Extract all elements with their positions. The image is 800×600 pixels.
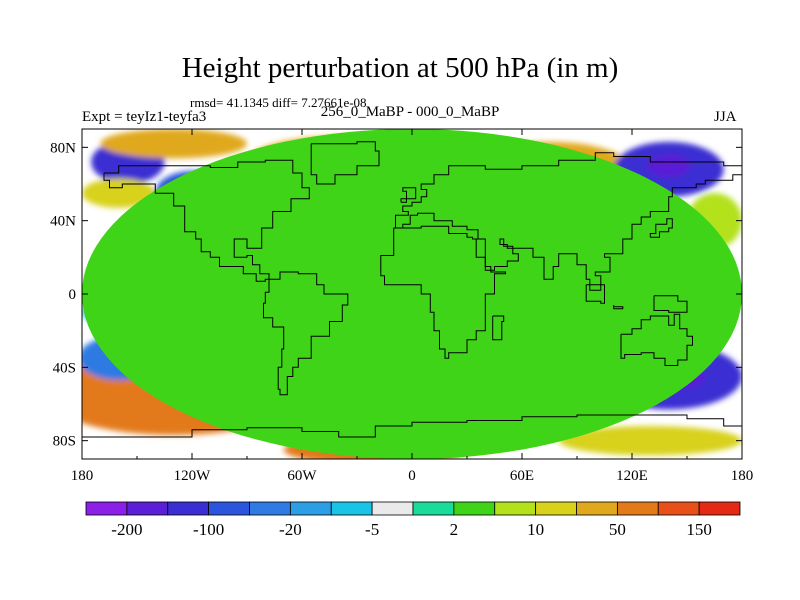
field-feature (646, 154, 691, 177)
field-feature (100, 129, 247, 159)
field-feature (82, 178, 156, 208)
field-background (82, 129, 742, 459)
colorbar-label: -200 (111, 520, 142, 539)
colorbar-swatch (412, 501, 455, 516)
colorbar: -200 -100 -20 -5 2 10 50 150 (85, 501, 741, 539)
x-tick-label: 180 (731, 468, 754, 484)
colorbar-swatch (208, 501, 250, 516)
coastline (380, 225, 506, 359)
colorbar-label: -20 (279, 520, 302, 539)
coastline (310, 141, 380, 185)
coastline (585, 284, 605, 304)
colorbar-swatch (289, 501, 332, 516)
land-outlines (82, 141, 742, 438)
colorbar-swatch (330, 501, 373, 516)
y-tick-label: 40S (53, 360, 76, 376)
colorbar-swatch (616, 501, 659, 516)
stats-text: rmsd= 41.1345 diff= 7.27661e-08 (190, 95, 367, 110)
colorbar-label: -100 (193, 520, 224, 539)
y-axis: 80N 40N 0 40S 80S (50, 140, 742, 450)
colorbar-swatch (371, 501, 414, 516)
colorbar-label: 2 (450, 520, 459, 539)
coastline (649, 218, 673, 238)
x-tick-label: 120E (616, 468, 648, 484)
y-tick-label: 40N (50, 214, 76, 230)
field-feature (558, 426, 742, 456)
period-label: 256_0_MaBP - 000_0_MaBP (320, 104, 500, 120)
colorbar-swatch (126, 501, 169, 516)
colorbar-label: -5 (365, 520, 379, 539)
colorbar-swatch (535, 501, 577, 516)
x-tick-label: 180 (71, 468, 94, 484)
colorbar-swatch (494, 501, 537, 516)
colorbar-swatch (249, 501, 291, 516)
y-tick-label: 80N (50, 140, 76, 156)
season-label: JJA (714, 109, 737, 125)
experiment-label: Expt = teyIz1-teyfa3 (82, 109, 207, 125)
x-axis: 180 120W 60W 0 60E 120E 180 (71, 129, 754, 484)
coastline (393, 152, 742, 291)
colorbar-swatch (698, 501, 741, 516)
colorbar-label: 10 (527, 520, 544, 539)
x-tick-label: 60W (287, 468, 317, 484)
coastline (400, 187, 417, 203)
height-perturbation-field (82, 129, 742, 459)
colorbar-swatch (167, 501, 210, 516)
colorbar-label: 50 (609, 520, 626, 539)
colorbar-label: 150 (686, 520, 712, 539)
colorbar-swatch (657, 501, 700, 516)
coastline (620, 313, 693, 366)
y-tick-label: 0 (69, 287, 77, 303)
coastline (103, 159, 310, 282)
x-tick-label: 120W (174, 468, 212, 484)
coastline (613, 305, 624, 310)
colorbar-swatch (576, 501, 618, 516)
coastline (82, 414, 742, 438)
colorbar-swatch (85, 501, 128, 516)
y-tick-label: 80S (53, 434, 76, 450)
x-tick-label: 0 (408, 468, 416, 484)
coastline (263, 271, 349, 396)
coastline (653, 295, 688, 313)
colorbar-swatch (453, 501, 496, 516)
chart-title: Height perturbation at 500 hPa (in m) (181, 52, 619, 84)
x-tick-label: 60E (510, 468, 534, 484)
coastline (492, 315, 505, 341)
